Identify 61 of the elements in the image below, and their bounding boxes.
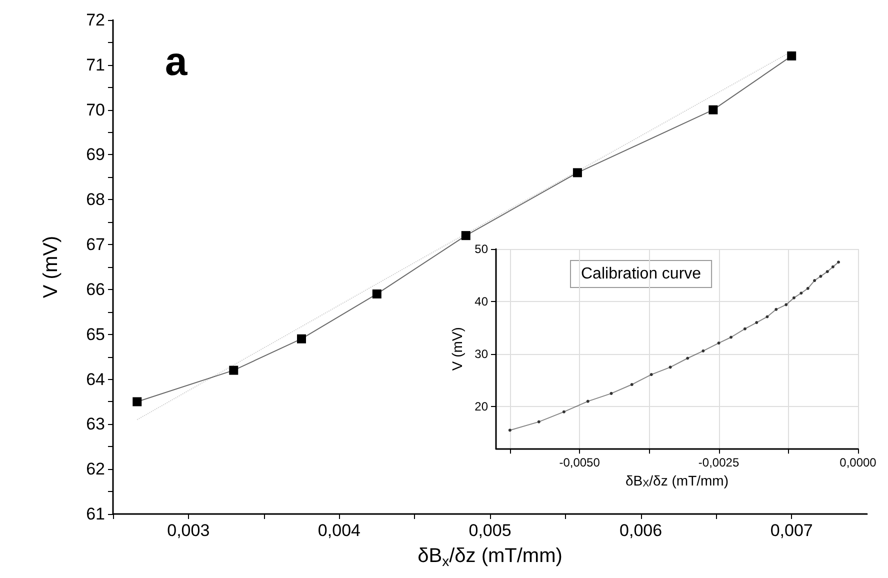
x-tick-label: -0,0025 [698,456,740,470]
point [819,274,822,278]
y-tick-label: 68 [86,190,105,210]
point [297,334,306,344]
point [372,289,382,298]
point [508,428,512,432]
y-tick-label: 62 [86,460,105,479]
y-tick-label: 64 [86,370,105,389]
point [132,397,142,406]
point [755,321,758,324]
point [813,279,816,282]
x-tick-label: 0,0000 [840,456,877,470]
y-tick-label: 65 [86,324,105,344]
y-tick-label: 30 [474,347,488,362]
y-tick-label: 20 [474,400,488,414]
x-tick-label: 0,004 [318,521,360,540]
point [610,392,613,395]
y-tick-label: 69 [86,145,105,164]
point [572,168,582,178]
x-tick-label: -0,0050 [559,456,600,470]
x-tick-label: 0,003 [167,521,210,540]
y-tick-label: 66 [86,280,105,299]
point [562,410,566,414]
y-tick-label: 61 [86,504,105,524]
point [708,105,718,114]
point [668,366,672,369]
y-tick-label: 63 [86,414,105,434]
point [784,303,788,306]
point [630,383,634,386]
point [702,349,705,352]
y-axis-title: V (mV) [448,327,465,371]
point [826,270,829,274]
y-axis-title: V (mV) [40,236,62,298]
point [831,265,834,268]
point [837,260,840,264]
point [650,373,653,376]
y-tick-label: 67 [86,235,105,254]
point [743,327,746,330]
point [229,366,238,375]
y-tick-label: 70 [86,100,105,120]
x-tick-label: 0,005 [468,521,512,540]
point [806,286,810,290]
annotation: a [165,40,188,84]
x-tick-label: 0,007 [770,521,813,540]
point [537,420,540,424]
point [800,292,803,295]
annotation: Calibration curve [581,266,702,282]
point [686,356,690,360]
point [717,342,720,345]
y-tick-label: 40 [474,294,488,309]
y-tick-label: 72 [86,10,105,30]
point [766,315,769,318]
point [774,308,778,311]
x-tick-label: 0,006 [620,521,662,540]
y-tick-label: 71 [86,55,105,74]
point [586,400,590,403]
point [787,51,796,60]
point [461,231,470,240]
point [730,336,733,339]
point [792,296,796,300]
y-tick-label: 50 [474,242,488,256]
